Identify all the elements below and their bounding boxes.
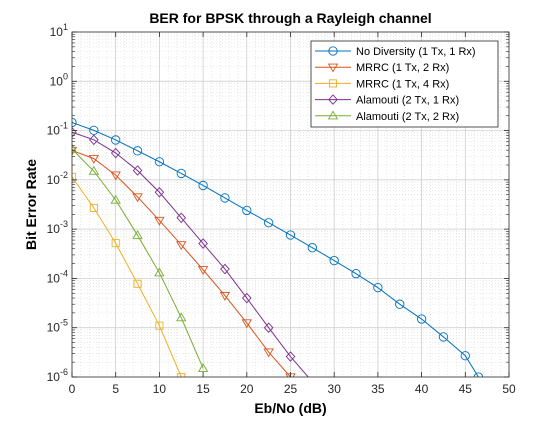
data-point bbox=[111, 239, 120, 248]
y-tick-exponent: -5 bbox=[60, 318, 68, 328]
y-tick-exponent: 1 bbox=[63, 22, 68, 32]
data-point bbox=[155, 321, 164, 330]
legend-marker bbox=[328, 46, 338, 56]
legend-marker bbox=[328, 94, 338, 105]
data-point bbox=[198, 180, 208, 191]
legend-entry-2: MRRC (1 Tx, 2 Rx) bbox=[315, 62, 449, 74]
series-line bbox=[72, 148, 204, 369]
data-point bbox=[373, 282, 383, 293]
legend-label: MRRC (1 Tx, 2 Rx) bbox=[356, 62, 449, 74]
data-point bbox=[176, 312, 187, 322]
data-point bbox=[132, 146, 143, 156]
data-point bbox=[285, 351, 296, 362]
legend-label: No Diversity (1 Tx, 1 Rx) bbox=[356, 46, 476, 58]
y-tick-exponent: -3 bbox=[60, 219, 68, 229]
data-point bbox=[241, 319, 252, 329]
x-tick-label: 40 bbox=[415, 382, 429, 396]
data-point bbox=[72, 143, 78, 153]
data-point bbox=[132, 165, 143, 176]
data-point bbox=[88, 165, 100, 175]
data-point bbox=[438, 332, 449, 342]
legend-box bbox=[310, 40, 499, 128]
legend-marker bbox=[327, 63, 339, 73]
data-point bbox=[89, 134, 99, 146]
data-point bbox=[88, 154, 100, 164]
data-point bbox=[110, 194, 121, 204]
x-tick-label: 15 bbox=[196, 382, 210, 396]
axis-ticks bbox=[71, 31, 510, 378]
data-point bbox=[110, 171, 121, 181]
data-point bbox=[263, 322, 274, 334]
data-point bbox=[132, 229, 143, 239]
data-point bbox=[263, 218, 274, 228]
data-point bbox=[263, 348, 274, 358]
data-point bbox=[197, 363, 209, 372]
x-tick-label: 25 bbox=[284, 382, 298, 396]
legend-label: MRRC (1 Tx, 4 Rx) bbox=[356, 78, 449, 90]
y-tick-exponent: -6 bbox=[60, 367, 68, 377]
data-point bbox=[329, 255, 339, 266]
y-tick-exponent: 0 bbox=[63, 71, 68, 81]
data-point bbox=[154, 157, 165, 167]
legend-marker bbox=[327, 110, 339, 120]
x-tick-label: 10 bbox=[153, 382, 167, 396]
data-point bbox=[416, 314, 427, 324]
minor-grid bbox=[72, 32, 509, 377]
data-point bbox=[198, 238, 208, 249]
y-tick-exponent: -1 bbox=[60, 121, 68, 131]
x-tick-label: 20 bbox=[240, 382, 254, 396]
x-tick-label: 5 bbox=[112, 382, 119, 396]
data-point bbox=[351, 269, 361, 279]
y-axis-label: Bit Error Rate bbox=[23, 159, 39, 250]
series-line bbox=[72, 131, 309, 377]
data-point bbox=[197, 266, 209, 276]
chart-title: BER for BPSK through a Rayleigh channel bbox=[149, 10, 431, 26]
data-point bbox=[176, 241, 187, 251]
data-point bbox=[241, 292, 252, 304]
legend-label: Alamouti (2 Tx, 1 Rx) bbox=[356, 95, 459, 107]
data-point bbox=[154, 267, 165, 277]
data-point bbox=[220, 193, 230, 203]
series-layer bbox=[72, 117, 484, 377]
series-line bbox=[72, 149, 291, 377]
data-point bbox=[89, 203, 98, 212]
data-point bbox=[110, 147, 121, 159]
data-point bbox=[154, 186, 165, 198]
series-line bbox=[72, 176, 182, 377]
data-point bbox=[307, 243, 317, 253]
y-tick-exponent: -4 bbox=[60, 268, 68, 278]
data-point bbox=[176, 212, 187, 224]
series-5 bbox=[72, 143, 209, 372]
legend-entry-4: Alamouti (2 Tx, 1 Rx) bbox=[315, 94, 459, 107]
data-point bbox=[154, 216, 165, 226]
data-point bbox=[220, 263, 230, 275]
legend-marker bbox=[328, 79, 338, 88]
data-point bbox=[460, 351, 470, 361]
data-point bbox=[176, 168, 186, 179]
legend-label: Alamouti (2 Tx, 2 Rx) bbox=[356, 111, 459, 123]
data-point bbox=[242, 205, 252, 216]
data-point bbox=[111, 135, 121, 145]
data-point bbox=[133, 279, 142, 288]
x-tick-label: 45 bbox=[459, 382, 473, 396]
series-1 bbox=[72, 117, 484, 377]
legend-entry-3: MRRC (1 Tx, 4 Rx) bbox=[315, 78, 449, 90]
x-tick-labels: 0 5 10 15 20 25 30 35 40 45 50 bbox=[69, 382, 516, 396]
x-tick-label: 50 bbox=[502, 382, 516, 396]
legend: No Diversity (1 Tx, 1 Rx) MRRC (1 Tx, 2 R… bbox=[310, 40, 499, 128]
y-tick-exponent: -2 bbox=[60, 170, 68, 180]
x-tick-label: 30 bbox=[328, 382, 342, 396]
x-axis-label: Eb/No (dB) bbox=[254, 400, 326, 416]
legend-entry-1: No Diversity (1 Tx, 1 Rx) bbox=[315, 46, 476, 58]
data-point bbox=[395, 299, 405, 309]
data-point bbox=[132, 193, 143, 203]
x-tick-label: 0 bbox=[69, 382, 76, 396]
data-point bbox=[285, 230, 296, 240]
legend-entry-5: Alamouti (2 Tx, 2 Rx) bbox=[315, 110, 459, 123]
data-point bbox=[219, 291, 231, 301]
x-tick-label: 35 bbox=[371, 382, 385, 396]
